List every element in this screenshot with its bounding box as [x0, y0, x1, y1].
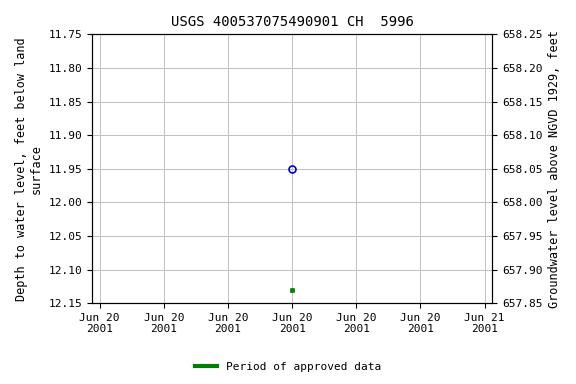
Y-axis label: Depth to water level, feet below land
surface: Depth to water level, feet below land su…: [15, 37, 43, 301]
Legend: Period of approved data: Period of approved data: [191, 358, 385, 377]
Title: USGS 400537075490901 CH  5996: USGS 400537075490901 CH 5996: [170, 15, 414, 29]
Y-axis label: Groundwater level above NGVD 1929, feet: Groundwater level above NGVD 1929, feet: [548, 30, 561, 308]
